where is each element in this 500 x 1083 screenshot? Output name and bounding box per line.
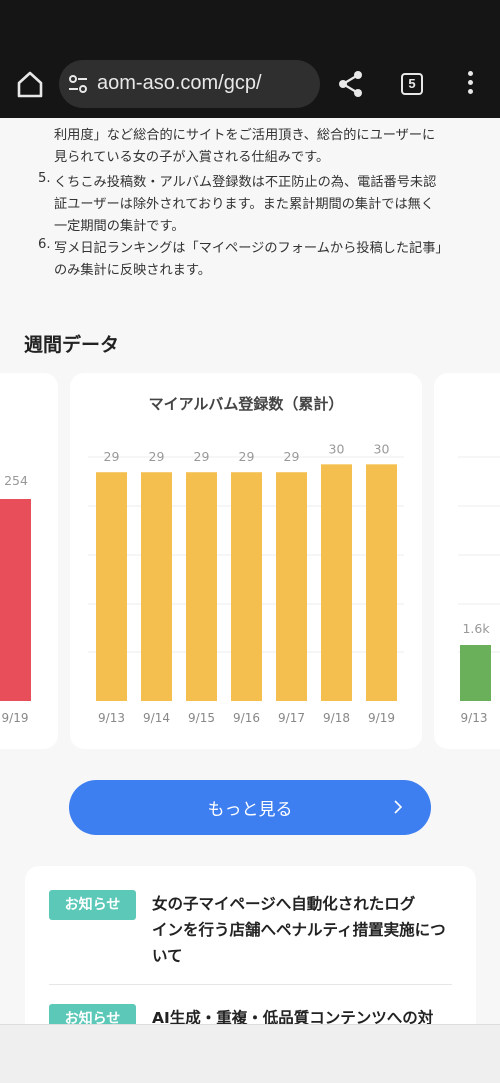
bar-9/19 <box>366 464 397 701</box>
bar-9/16 <box>231 472 262 701</box>
bar-value-label: 254 <box>4 473 28 488</box>
bar-value-label: 29 <box>239 449 255 464</box>
news-title-line[interactable]: 女の子マイページへ自動化されたログ <box>152 895 416 913</box>
tune-icon[interactable] <box>67 73 89 95</box>
news-item-title[interactable]: AI生成・重複・低品質コンテンツへの対 <box>152 1005 452 1031</box>
note-line: 写メ日記ランキングは「マイページのフォームから投稿した記事」 <box>54 241 449 256</box>
note-line: 見られている女の子が入賞される仕組みです。 <box>54 150 330 165</box>
note-number: 6. <box>38 237 51 252</box>
x-tick-label: 9/13 <box>98 711 125 725</box>
tabs-icon[interactable]: 5 <box>401 73 423 95</box>
news-item-title[interactable]: 女の子マイページへ自動化されたログ インを行う店舗へペナルティ措置実施につ いて <box>152 891 452 969</box>
news-title-line[interactable]: AI生成・重複・低品質コンテンツへの対 <box>152 1009 434 1027</box>
chart-card-right[interactable]: 1.6k 9/13 <box>434 373 500 749</box>
section-title: 週間データ <box>24 334 120 356</box>
note-line: 証ユーザーは除外されております。また累計期間の集計では無く <box>54 197 435 212</box>
chevron-right-icon <box>394 800 403 814</box>
home-icon[interactable] <box>12 66 48 102</box>
bar-value-label: 29 <box>284 449 300 464</box>
x-tick-label: 9/18 <box>323 711 350 725</box>
url-text[interactable]: aom-aso.com/gcp/ <box>97 72 262 94</box>
more-button-label[interactable]: もっと見る <box>207 800 293 820</box>
x-tick-label: 9/19 <box>2 711 29 725</box>
bar-value-label: 29 <box>104 449 120 464</box>
album-bar-chart: 29 9/13 29 9/14 29 9/15 29 9/16 29 9/17 30 9/18 30 9/… <box>88 441 404 725</box>
more-button[interactable]: もっと見る <box>69 780 431 835</box>
bar-value-label: 29 <box>149 449 165 464</box>
bar-value-label: 29 <box>194 449 210 464</box>
note-number: 5. <box>38 171 51 186</box>
bottom-bar <box>0 1024 500 1083</box>
news-title-line[interactable]: インを行う店舗へペナルティ措置実施につ <box>152 921 446 939</box>
bar-value-label: 30 <box>374 441 390 456</box>
bar-value-label: 1.6k <box>462 621 490 636</box>
share-icon[interactable] <box>336 69 366 99</box>
status-bar <box>0 0 500 52</box>
left-chart: 254 9/19 <box>0 473 31 725</box>
note-line: 利用度」など総合的にサイトをご活用頂き、総合的にユーザーに <box>54 128 436 143</box>
news-badge: お知らせ <box>49 890 136 920</box>
chart-title: マイアルバム登録数（累計） <box>148 395 344 413</box>
browser-toolbar: aom-aso.com/gcp/ 5 <box>0 52 500 118</box>
divider <box>49 984 452 985</box>
bar-value-label: 30 <box>329 441 345 456</box>
x-tick-label: 9/15 <box>188 711 215 725</box>
bar-9/14 <box>141 472 172 701</box>
news-title-line[interactable]: いて <box>152 947 183 965</box>
note-line: 一定期間の集計です。 <box>54 219 185 234</box>
note-line: くちこみ投稿数・アルバム登録数は不正防止の為、電話番号未認 <box>54 175 437 190</box>
note-line: のみ集計に反映されます。 <box>54 263 211 278</box>
bar <box>0 499 31 701</box>
x-tick-label: 9/19 <box>368 711 395 725</box>
bar <box>460 645 491 701</box>
chart-card-album[interactable]: マイアルバム登録数（累計） 29 9/13 29 9/14 29 9/15 29 9/16 29… <box>70 373 422 749</box>
x-tick-label: 9/14 <box>143 711 170 725</box>
x-tick-label: 9/16 <box>233 711 260 725</box>
address-bar[interactable]: aom-aso.com/gcp/ <box>59 60 320 108</box>
x-tick-label: 9/13 <box>461 711 488 725</box>
x-tick-label: 9/17 <box>278 711 305 725</box>
more-vert-icon[interactable] <box>462 71 478 99</box>
bar-9/18 <box>321 464 352 701</box>
bar-9/15 <box>186 472 217 701</box>
bar-9/17 <box>276 472 307 701</box>
right-chart: 1.6k 9/13 <box>458 456 500 725</box>
bar-9/13 <box>96 472 127 701</box>
chart-card-left[interactable]: 254 9/19 <box>0 373 58 749</box>
